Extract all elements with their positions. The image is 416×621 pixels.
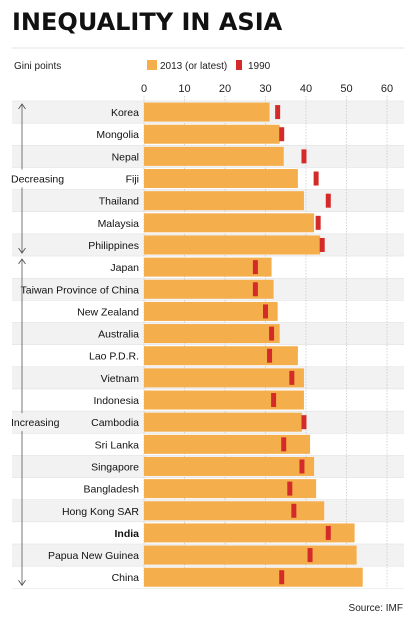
markers-1990 bbox=[252, 105, 331, 585]
marker-1990 bbox=[279, 127, 285, 142]
marker-1990 bbox=[279, 570, 285, 585]
x-tick-label: 30 bbox=[259, 83, 271, 95]
country-label: Sri Lanka bbox=[95, 439, 140, 451]
country-label: Fiji bbox=[126, 174, 139, 186]
country-label: China bbox=[112, 572, 140, 584]
arrow-down-icon bbox=[18, 580, 26, 587]
x-tick-label: 40 bbox=[300, 83, 312, 95]
bar-2013 bbox=[144, 390, 304, 410]
bar-2013 bbox=[144, 169, 298, 189]
bar-2013 bbox=[144, 479, 317, 499]
bar-2013 bbox=[144, 301, 278, 321]
country-labels: Korea Mongolia Nepal Fiji Thailand Malaysia Ph… bbox=[21, 107, 140, 584]
country-label: Indonesia bbox=[93, 395, 139, 407]
country-label: Philippines bbox=[88, 240, 139, 252]
marker-1990 bbox=[287, 481, 293, 496]
country-label: New Zealand bbox=[77, 306, 139, 318]
x-tick-label: 0 bbox=[141, 83, 147, 95]
bar-2013 bbox=[144, 434, 311, 454]
country-label: Cambodia bbox=[91, 417, 139, 429]
arrow-up-icon bbox=[18, 103, 26, 110]
bar-2013 bbox=[144, 368, 304, 388]
bar-2013 bbox=[144, 456, 315, 476]
bar-2013 bbox=[144, 213, 315, 233]
marker-1990 bbox=[299, 459, 305, 474]
bar-2013 bbox=[144, 501, 325, 521]
country-label: Malaysia bbox=[98, 218, 140, 230]
legend-label-1990: 1990 bbox=[248, 61, 271, 72]
source-note: Source: IMF bbox=[349, 603, 403, 614]
unit-label: Gini points bbox=[14, 61, 61, 72]
bar-2013 bbox=[144, 567, 363, 587]
marker-1990 bbox=[313, 171, 319, 186]
bar-2013 bbox=[144, 412, 302, 432]
country-label: Papua New Guinea bbox=[48, 550, 139, 562]
country-label: Nepal bbox=[112, 151, 139, 163]
bar-2013 bbox=[144, 279, 274, 299]
bar-2013 bbox=[144, 191, 304, 211]
bar-2013 bbox=[144, 102, 270, 122]
country-label: Korea bbox=[111, 107, 139, 119]
x-tick-label: 50 bbox=[340, 83, 352, 95]
bars-2013 bbox=[144, 102, 363, 587]
legend: 2013 (or latest) 1990 bbox=[147, 60, 271, 72]
arrow-down-icon bbox=[18, 247, 26, 254]
country-label: Thailand bbox=[99, 196, 139, 208]
arrow-up-icon bbox=[18, 258, 26, 265]
marker-1990 bbox=[325, 193, 331, 208]
country-label: Hong Kong SAR bbox=[62, 506, 139, 518]
x-tick-label: 20 bbox=[219, 83, 231, 95]
legend-swatch-2013 bbox=[147, 60, 157, 70]
marker-1990 bbox=[269, 326, 275, 341]
bar-2013 bbox=[144, 545, 357, 565]
bar-2013 bbox=[144, 346, 298, 366]
marker-1990 bbox=[319, 237, 325, 252]
bar-2013 bbox=[144, 235, 321, 255]
x-tick-label: 10 bbox=[178, 83, 190, 95]
marker-1990 bbox=[252, 282, 258, 297]
marker-1990 bbox=[263, 304, 268, 319]
marker-1990 bbox=[325, 525, 331, 540]
country-label: India bbox=[114, 528, 139, 540]
group-label: Decreasing bbox=[11, 174, 64, 186]
country-label: Lao P.D.R. bbox=[89, 351, 139, 363]
marker-1990 bbox=[291, 503, 297, 518]
bar-2013 bbox=[144, 523, 355, 543]
marker-1990 bbox=[252, 260, 258, 275]
country-label: Mongolia bbox=[96, 129, 139, 141]
country-label: Australia bbox=[98, 329, 139, 341]
x-tick-labels: 0 10 20 30 40 50 60 bbox=[141, 83, 393, 95]
marker-1990 bbox=[301, 415, 307, 430]
bar-2013 bbox=[144, 146, 284, 166]
bar-2013 bbox=[144, 257, 272, 277]
marker-1990 bbox=[281, 437, 287, 452]
country-label: Taiwan Province of China bbox=[21, 284, 140, 296]
marker-1990 bbox=[301, 149, 307, 164]
country-label: Bangladesh bbox=[84, 484, 140, 496]
marker-1990 bbox=[289, 370, 295, 385]
marker-1990 bbox=[307, 548, 313, 563]
country-label: Japan bbox=[110, 262, 139, 274]
legend-label-2013: 2013 (or latest) bbox=[160, 61, 227, 72]
bar-2013 bbox=[144, 124, 280, 144]
group-brackets: Decreasing Increasing bbox=[11, 103, 64, 587]
marker-1990 bbox=[271, 393, 277, 408]
marker-1990 bbox=[267, 348, 273, 363]
chart-title: INEQUALITY IN ASIA bbox=[12, 8, 283, 36]
marker-1990 bbox=[315, 215, 321, 230]
marker-1990 bbox=[275, 105, 281, 120]
legend-swatch-1990 bbox=[236, 60, 242, 70]
group-label: Increasing bbox=[11, 417, 60, 429]
bar-2013 bbox=[144, 324, 280, 344]
x-tick-label: 60 bbox=[381, 83, 393, 95]
country-label: Vietnam bbox=[101, 373, 140, 385]
country-label: Singapore bbox=[91, 461, 139, 473]
